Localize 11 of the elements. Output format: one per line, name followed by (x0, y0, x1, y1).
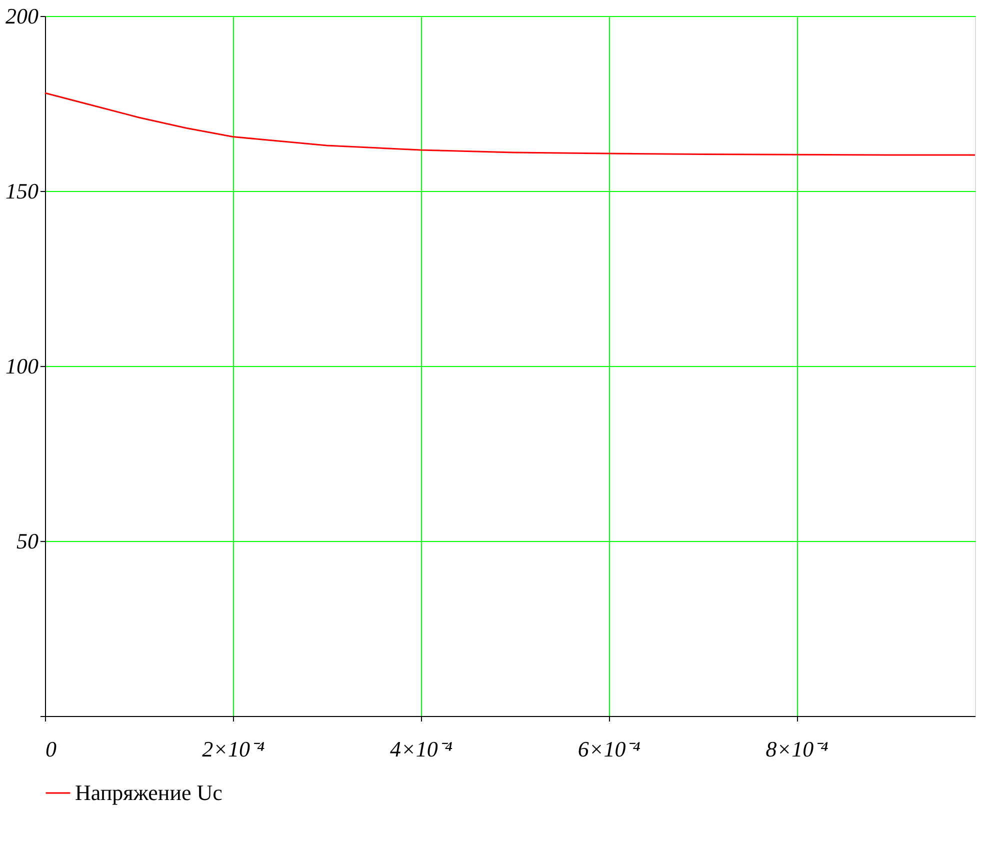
x-tick-label: 8×10⁻⁴ (766, 736, 829, 762)
y-tick-label: 50 (16, 528, 38, 554)
y-tick-label: 200 (6, 4, 38, 28)
x-tick-label: 4×10⁻⁴ (390, 736, 453, 762)
x-tick-label: 0 (46, 736, 56, 762)
y-tick-label: 150 (6, 178, 38, 204)
y-tick-label: 100 (6, 354, 38, 378)
legend-label: Напряжение Uc (75, 780, 223, 805)
line-series (44, 92, 976, 156)
x-tick-label: 6×10⁻⁴ (578, 736, 641, 762)
x-tick-label: 2×10⁻⁴ (202, 736, 265, 762)
